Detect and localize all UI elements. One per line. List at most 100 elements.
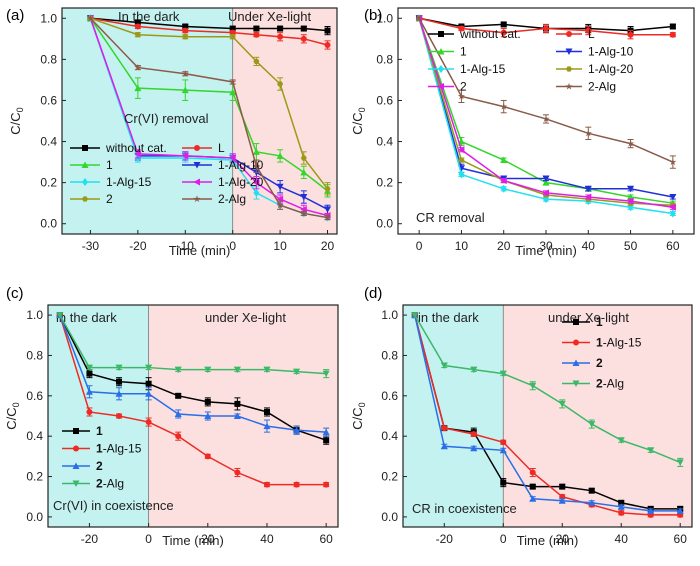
data-point	[276, 152, 284, 159]
legend-entry-2-alg: 2-Alg	[562, 377, 624, 391]
data-point	[323, 481, 330, 488]
data-point	[440, 442, 448, 450]
legend-entry-1-alg-20: 1-Alg-20	[556, 62, 634, 76]
legend-swatch-marker	[565, 48, 573, 55]
legend-swatch-marker	[193, 178, 200, 186]
data-point	[293, 368, 301, 376]
legend-label: 1-Alg-15	[96, 442, 142, 456]
data-point	[457, 146, 465, 154]
data-point	[558, 497, 566, 504]
chart-panel-c: in the dark under Xe-light -20 0 20 40 60 0.0 0.…	[4, 285, 339, 548]
legend: 1 1-Alg-15 2 2-Alg	[62, 424, 142, 491]
legend-entry-2: 2	[70, 192, 113, 206]
x-tick-label: -20	[129, 239, 147, 253]
legend-label: 2-Alg	[218, 192, 246, 206]
legend-label: L	[218, 141, 225, 155]
chart-panel-a: In the dark Under Xe-light -30 -20 -10 0 10 20 0…	[6, 7, 338, 258]
data-point	[323, 213, 332, 221]
data-point	[134, 150, 141, 158]
x-tick-label: 60	[666, 239, 680, 253]
data-point	[669, 209, 676, 218]
data-point	[500, 177, 507, 185]
data-point	[293, 481, 300, 488]
y-tick-label: 0.6	[40, 93, 57, 107]
legend-swatch-marker	[566, 66, 572, 72]
data-point	[253, 188, 260, 197]
series-line	[90, 17, 329, 190]
data-point	[529, 483, 536, 490]
data-point	[322, 428, 330, 436]
legend: without cat. L 1 1-Alg-10 1-Alg-15 1-Alg-20 2 2…	[428, 27, 634, 94]
legend-entry-1-alg-15: 1-Alg-15	[562, 336, 642, 350]
data-point	[300, 35, 307, 42]
data-point	[116, 378, 123, 385]
data-point	[233, 412, 241, 419]
panel-label: (b)	[364, 7, 382, 24]
data-point	[529, 495, 537, 502]
series-1-alg-15	[416, 14, 676, 218]
y-tick-label: 0.0	[381, 510, 398, 524]
data-point	[175, 433, 182, 440]
x-tick-label: 0	[229, 239, 236, 253]
series-line	[89, 17, 328, 219]
data-point	[647, 447, 655, 454]
data-point	[85, 388, 93, 395]
data-point	[458, 25, 465, 32]
x-tick-label: 30	[539, 239, 553, 253]
data-point	[558, 400, 566, 408]
series-1-alg-10	[415, 15, 677, 201]
data-point	[252, 162, 261, 170]
series-2	[87, 15, 331, 196]
region-label: under Xe-light	[205, 310, 286, 325]
x-tick-label: 20	[497, 239, 511, 253]
data-point	[617, 437, 625, 444]
series-l	[416, 15, 676, 40]
data-point	[276, 201, 284, 209]
data-point	[252, 179, 260, 187]
shaded-region	[503, 305, 692, 527]
legend-label: 1	[460, 45, 467, 59]
data-point	[458, 170, 465, 179]
shaded-region	[232, 8, 337, 234]
x-tick-label: 0	[416, 239, 423, 253]
legend-swatch-marker	[72, 480, 80, 487]
x-tick-label: 20	[321, 239, 335, 253]
y-tick-label: 0.4	[40, 135, 57, 149]
data-point	[458, 157, 465, 163]
y-tick-label: 1.0	[376, 11, 393, 25]
legend-entry-1: 1	[562, 315, 603, 329]
series-2-alg	[411, 312, 684, 467]
legend-entry-without-cat: without cat.	[70, 141, 167, 155]
data-point	[182, 34, 189, 40]
data-point	[277, 25, 284, 32]
y-tick-label: 0.6	[26, 389, 43, 403]
data-point	[181, 69, 189, 77]
data-point	[300, 25, 307, 32]
data-point	[559, 483, 566, 490]
legend-swatch-marker	[438, 65, 444, 73]
data-point	[85, 364, 93, 372]
data-point	[324, 186, 331, 192]
data-point	[229, 29, 236, 36]
plot-frame	[402, 304, 693, 528]
data-point	[529, 382, 537, 390]
data-point	[300, 194, 308, 201]
data-point	[174, 410, 182, 417]
legend-label: 2-Alg	[96, 477, 124, 491]
legend-label: 1-Alg-10	[218, 158, 264, 172]
legend-swatch-marker	[565, 82, 573, 90]
data-point	[584, 193, 592, 201]
x-tick-label: 20	[201, 532, 215, 546]
data-point	[204, 412, 212, 419]
chart-panel-b: 0 10 20 30 40 50 60 0.0 0.2 0.4 0.6 0.8 1.0 Time (min…	[350, 7, 695, 258]
data-point	[584, 185, 592, 193]
data-point	[115, 390, 123, 397]
legend-entry-1-alg-15: 1-Alg-15	[70, 175, 152, 189]
x-tick-label: 10	[455, 239, 469, 253]
panel-annotation: CR removal	[416, 210, 485, 225]
data-point	[627, 185, 635, 193]
data-point	[86, 14, 95, 22]
y-tick-label: 0.0	[376, 217, 393, 231]
data-point	[115, 364, 123, 372]
data-point	[145, 364, 153, 372]
